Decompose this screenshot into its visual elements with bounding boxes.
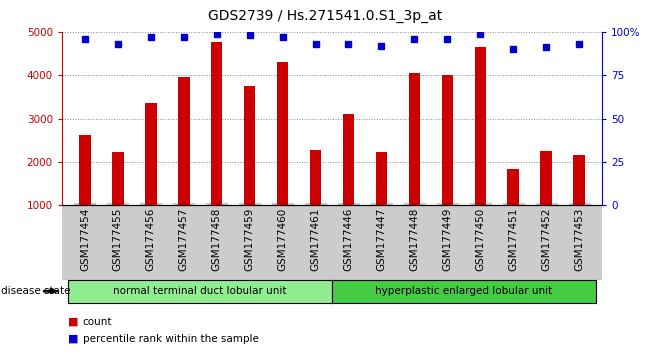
Bar (112, 152, 124, 205)
Bar (409, 73, 420, 205)
Bar (310, 150, 322, 205)
Bar (475, 47, 486, 205)
Text: disease state: disease state (1, 286, 71, 296)
Bar (342, 114, 354, 205)
Text: ■: ■ (68, 334, 79, 344)
Bar (178, 77, 189, 205)
Bar (79, 135, 90, 205)
Text: normal terminal duct lobular unit: normal terminal duct lobular unit (113, 286, 287, 296)
Bar (244, 86, 255, 205)
Text: percentile rank within the sample: percentile rank within the sample (83, 334, 258, 344)
Text: ■: ■ (68, 317, 79, 327)
Bar (145, 103, 157, 205)
Bar (211, 42, 223, 205)
Text: GDS2739 / Hs.271541.0.S1_3p_at: GDS2739 / Hs.271541.0.S1_3p_at (208, 9, 443, 23)
Bar (441, 75, 453, 205)
Text: hyperplastic enlarged lobular unit: hyperplastic enlarged lobular unit (375, 286, 553, 296)
Bar (277, 62, 288, 205)
Bar (376, 152, 387, 205)
Text: count: count (83, 317, 112, 327)
Bar (540, 151, 552, 205)
Bar (507, 169, 519, 205)
Bar (574, 155, 585, 205)
